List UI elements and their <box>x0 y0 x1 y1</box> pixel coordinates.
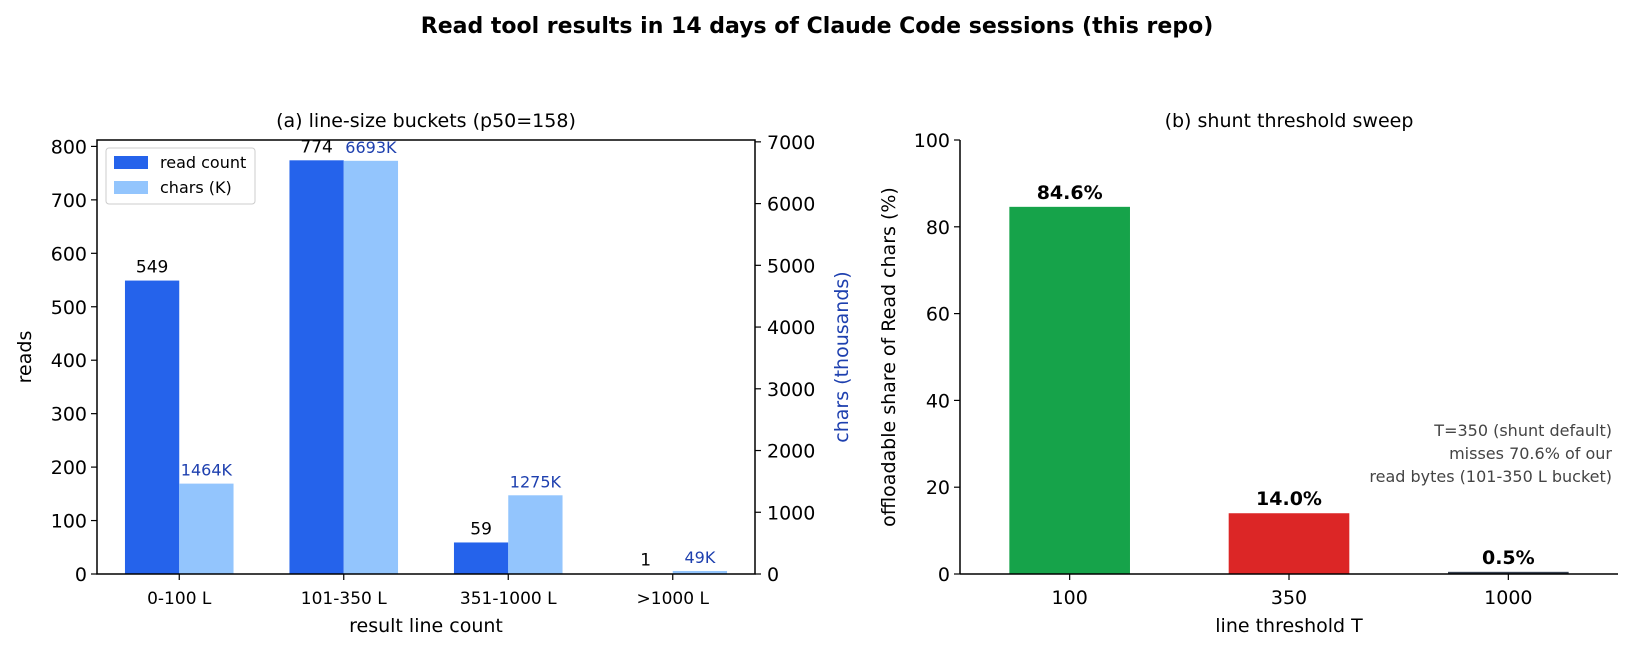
y-tick-label: 80 <box>926 217 950 239</box>
panel-a-ylabel: reads <box>14 331 36 384</box>
y-tick-label: 500 <box>51 297 87 319</box>
bar-threshold-100 <box>1009 206 1130 574</box>
y-tick-label: 0 <box>75 564 87 586</box>
panel-a-y2-axis: 0 1000 2000 3000 4000 5000 6000 7000 <box>755 132 815 586</box>
panel-a-xlabel: result line count <box>349 615 503 637</box>
annotation-line: misses 70.6% of our <box>1449 444 1612 463</box>
panel-a-x-axis: 0-100 L 101-350 L 351-1000 L >1000 L <box>147 574 709 609</box>
x-tick-label: >1000 L <box>637 589 710 609</box>
panel-a-y2label: chars (thousands) <box>831 271 853 442</box>
figure-title: Read tool results in 14 days of Claude C… <box>421 14 1214 39</box>
data-label-chars: 49K <box>684 548 715 567</box>
bar-chars <box>508 495 563 574</box>
y-tick-label: 300 <box>51 404 87 426</box>
panel-b-y-axis: 0 20 40 60 80 100 <box>914 130 960 586</box>
panel-a-title: (a) line-size buckets (p50=158) <box>276 110 576 132</box>
data-label-chars: 1275K <box>510 472 562 491</box>
legend-swatch-chars <box>114 181 148 194</box>
panel-b-xlabel: line threshold T <box>1215 615 1363 637</box>
panel-b-annotation: T=350 (shunt default) misses 70.6% of ou… <box>1369 421 1612 486</box>
data-label-read-count: 59 <box>470 519 492 539</box>
annotation-line: read bytes (101-350 L bucket) <box>1369 467 1612 486</box>
bar-read-count <box>289 160 344 574</box>
legend-swatch-read-count <box>114 156 148 169</box>
panel-b-title: (b) shunt threshold sweep <box>1165 110 1414 132</box>
y2-tick-label: 6000 <box>767 194 815 216</box>
y-tick-label: 60 <box>926 304 950 326</box>
legend-label-read-count: read count <box>160 153 246 172</box>
data-label-read-count: 549 <box>136 258 168 278</box>
panel-b: (b) shunt threshold sweep 84.6% 14.0% 0.5%… <box>878 110 1618 637</box>
y-tick-label: 40 <box>926 390 950 412</box>
data-label-chars: 1464K <box>181 461 233 480</box>
bar-read-count <box>453 542 509 574</box>
x-tick-label: 100 <box>1052 587 1088 609</box>
x-tick-label: 350 <box>1271 587 1307 609</box>
y2-tick-label: 2000 <box>767 441 815 463</box>
panel-b-bars: 84.6% 14.0% 0.5% <box>1009 182 1569 574</box>
x-tick-label: 351-1000 L <box>460 589 557 609</box>
x-tick-label: 101-350 L <box>301 589 387 609</box>
y2-tick-label: 1000 <box>767 502 815 524</box>
x-tick-label: 0-100 L <box>147 589 212 609</box>
y-tick-label: 0 <box>938 564 950 586</box>
y2-tick-label: 3000 <box>767 379 815 401</box>
panel-b-x-axis: 100 350 1000 <box>1052 574 1533 609</box>
data-label-share: 84.6% <box>1037 182 1103 204</box>
legend: read count chars (K) <box>105 147 256 205</box>
data-label-read-count: 1 <box>640 550 651 570</box>
panel-a-frame <box>96 139 756 575</box>
panel-b-ylabel: offloadable share of Read chars (%) <box>878 187 900 527</box>
y-tick-label: 600 <box>51 243 87 265</box>
y-tick-label: 700 <box>51 190 87 212</box>
bar-chars <box>672 570 728 574</box>
y-tick-label: 100 <box>51 511 87 533</box>
panel-a-y-axis: 0 100 200 300 400 500 600 700 800 <box>51 136 97 586</box>
annotation-line: T=350 (shunt default) <box>1433 421 1612 440</box>
y-tick-label: 20 <box>926 477 950 499</box>
bar-threshold-1000 <box>1448 571 1569 574</box>
bar-chars <box>343 160 399 574</box>
y-tick-label: 400 <box>51 350 87 372</box>
legend-label-chars: chars (K) <box>160 178 232 197</box>
bar-chars <box>179 483 234 574</box>
y2-tick-label: 7000 <box>767 132 815 154</box>
y-tick-label: 800 <box>51 136 87 158</box>
bar-threshold-350 <box>1228 513 1350 574</box>
y2-tick-label: 4000 <box>767 317 815 339</box>
x-tick-label: 1000 <box>1484 587 1532 609</box>
panel-a: (a) line-size buckets (p50=158) 549 1464K… <box>14 110 853 637</box>
y2-tick-label: 5000 <box>767 255 815 277</box>
panel-a-bars: 549 1464K 774 6693K 59 1275K 1 49K <box>124 137 728 574</box>
bar-read-count <box>124 280 180 574</box>
y-tick-label: 200 <box>51 457 87 479</box>
data-label-share: 14.0% <box>1256 488 1322 510</box>
data-label-chars: 6693K <box>345 138 397 157</box>
y-tick-label: 100 <box>914 130 950 152</box>
data-label-share: 0.5% <box>1482 547 1535 569</box>
data-label-read-count: 774 <box>300 137 332 157</box>
y2-tick-label: 0 <box>767 564 779 586</box>
